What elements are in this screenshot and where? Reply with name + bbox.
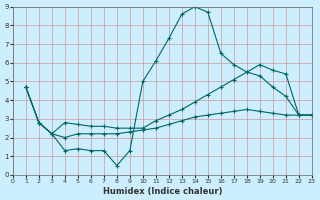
- X-axis label: Humidex (Indice chaleur): Humidex (Indice chaleur): [103, 187, 222, 196]
